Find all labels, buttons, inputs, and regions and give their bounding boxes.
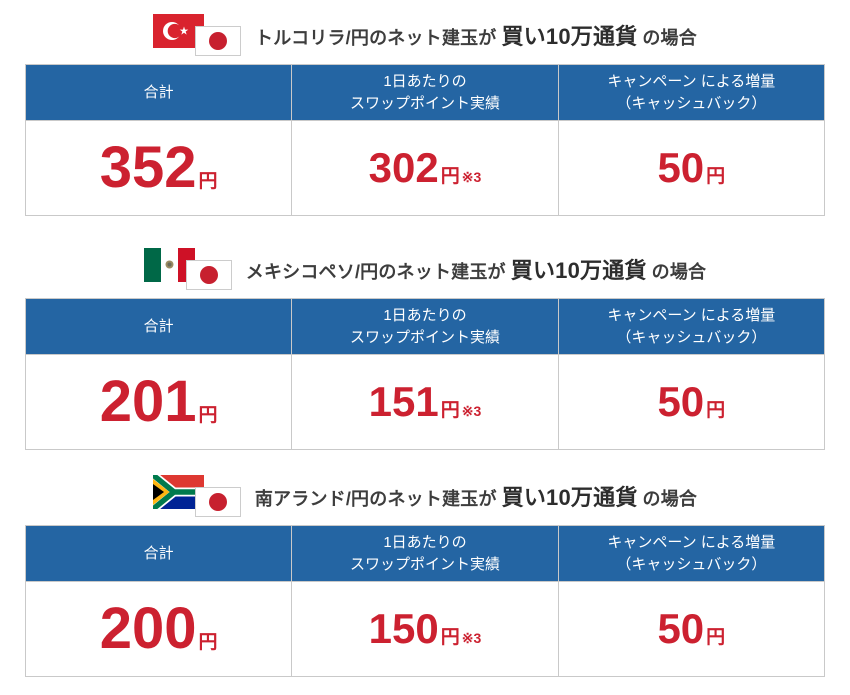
- yen-unit: 円: [706, 166, 726, 187]
- daily-swap-amount: 150: [368, 605, 439, 652]
- yen-unit: 円: [440, 166, 460, 187]
- title-pre: 南アランド/円のネット建玉が: [254, 489, 497, 509]
- mexico-flag-icon: [143, 248, 195, 282]
- section-title: メキシコペソ/円のネット建玉が 買い10万通貨 の場合: [25, 247, 825, 291]
- col-header-campaign: キャンペーン による増量 （キャッシュバック）: [557, 64, 826, 121]
- col-header-daily-swap: 1日あたりの スワップポイント実績: [291, 64, 559, 121]
- campaign-value-cell: 50 円: [557, 581, 826, 677]
- campaign-amount: 50: [657, 378, 705, 425]
- section-title-text: 南アランド/円のネット建玉が 買い10万通貨 の場合: [255, 480, 697, 512]
- title-post: の場合: [642, 28, 697, 48]
- col-header-daily-swap: 1日あたりの スワップポイント実績: [291, 298, 559, 355]
- section-tryjpy: トルコリラ/円のネット建玉が 買い10万通貨 の場合 合計 1日あたりの スワップポイ…: [24, 13, 826, 216]
- campaign-amount: 50: [657, 605, 705, 652]
- daily-swap-value-cell: 151 円 ※3: [291, 354, 559, 450]
- yen-unit: 円: [440, 400, 460, 421]
- daily-swap-amount: 302: [368, 144, 439, 191]
- yen-unit: 円: [198, 632, 218, 653]
- col-header-total: 合計: [24, 64, 293, 121]
- footnote-ref: ※3: [461, 169, 482, 185]
- campaign-value-cell: 50 円: [557, 120, 826, 216]
- yen-unit: 円: [198, 171, 218, 192]
- value-row: 352 円 302 円 ※3 50 円: [24, 120, 826, 216]
- value-row: 201 円 151 円 ※3 50 円: [24, 354, 826, 450]
- section-title-text: メキシコペソ/円のネット建玉が 買い10万通貨 の場合: [246, 253, 706, 285]
- title-post: の場合: [642, 489, 698, 509]
- flag-pair: [152, 473, 243, 519]
- col-header-campaign: キャンペーン による増量 （キャッシュバック）: [557, 298, 826, 355]
- daily-swap-value-cell: 150 円 ※3: [291, 581, 559, 677]
- title-bold: 買い10万通貨: [501, 485, 638, 510]
- yen-unit: 円: [440, 627, 460, 648]
- footnote-ref: ※3: [461, 403, 482, 419]
- flag-pair: [143, 246, 234, 292]
- col-header-total: 合計: [24, 298, 293, 355]
- total-amount: 201: [99, 369, 197, 434]
- col-header-campaign: キャンペーン による増量 （キャッシュバック）: [557, 525, 826, 582]
- daily-swap-amount: 151: [368, 378, 439, 425]
- swap-table-zarjpy: 合計 1日あたりの スワップポイント実績 キャンペーン による増量 （キャッシュバッ…: [24, 525, 826, 677]
- yen-unit: 円: [706, 400, 726, 421]
- title-pre: トルコリラ/円のネット建玉が: [255, 28, 497, 48]
- swap-table-tryjpy: 合計 1日あたりの スワップポイント実績 キャンペーン による増量 （キャッシュバッ…: [24, 64, 826, 216]
- total-value-cell: 200 円: [24, 581, 293, 677]
- title-bold: 買い10万通貨: [510, 258, 647, 283]
- yen-unit: 円: [706, 627, 726, 648]
- value-row: 200 円 150 円 ※3 50 円: [24, 581, 826, 677]
- section-title: 南アランド/円のネット建玉が 買い10万通貨 の場合: [25, 474, 825, 518]
- japan-flag-icon: [195, 26, 242, 56]
- section-mxnjpy: メキシコペソ/円のネット建玉が 買い10万通貨 の場合 合計 1日あたりの スワップポ…: [24, 247, 826, 450]
- total-amount: 352: [99, 135, 197, 200]
- col-header-daily-swap: 1日あたりの スワップポイント実績: [291, 525, 559, 582]
- title-pre: メキシコペソ/円のネット建玉が: [245, 262, 506, 282]
- footnote-ref: ※3: [461, 630, 482, 646]
- section-title: トルコリラ/円のネット建玉が 買い10万通貨 の場合: [25, 13, 825, 57]
- total-value-cell: 352 円: [24, 120, 293, 216]
- campaign-value-cell: 50 円: [557, 354, 826, 450]
- section-zarjpy: 南アランド/円のネット建玉が 買い10万通貨 の場合 合計 1日あたりの スワップポイ…: [24, 474, 826, 677]
- title-post: の場合: [651, 262, 707, 282]
- flag-pair: [153, 12, 243, 58]
- yen-unit: 円: [198, 405, 218, 426]
- total-value-cell: 201 円: [24, 354, 293, 450]
- total-amount: 200: [99, 596, 197, 661]
- japan-flag-icon: [185, 260, 232, 290]
- title-bold: 買い10万通貨: [501, 24, 638, 49]
- col-header-total: 合計: [24, 525, 293, 582]
- daily-swap-value-cell: 302 円 ※3: [291, 120, 559, 216]
- campaign-amount: 50: [657, 144, 705, 191]
- section-title-text: トルコリラ/円のネット建玉が 買い10万通貨 の場合: [255, 19, 697, 51]
- swap-table-mxnjpy: 合計 1日あたりの スワップポイント実績 キャンペーン による増量 （キャッシュバッ…: [24, 298, 826, 450]
- japan-flag-icon: [194, 487, 241, 517]
